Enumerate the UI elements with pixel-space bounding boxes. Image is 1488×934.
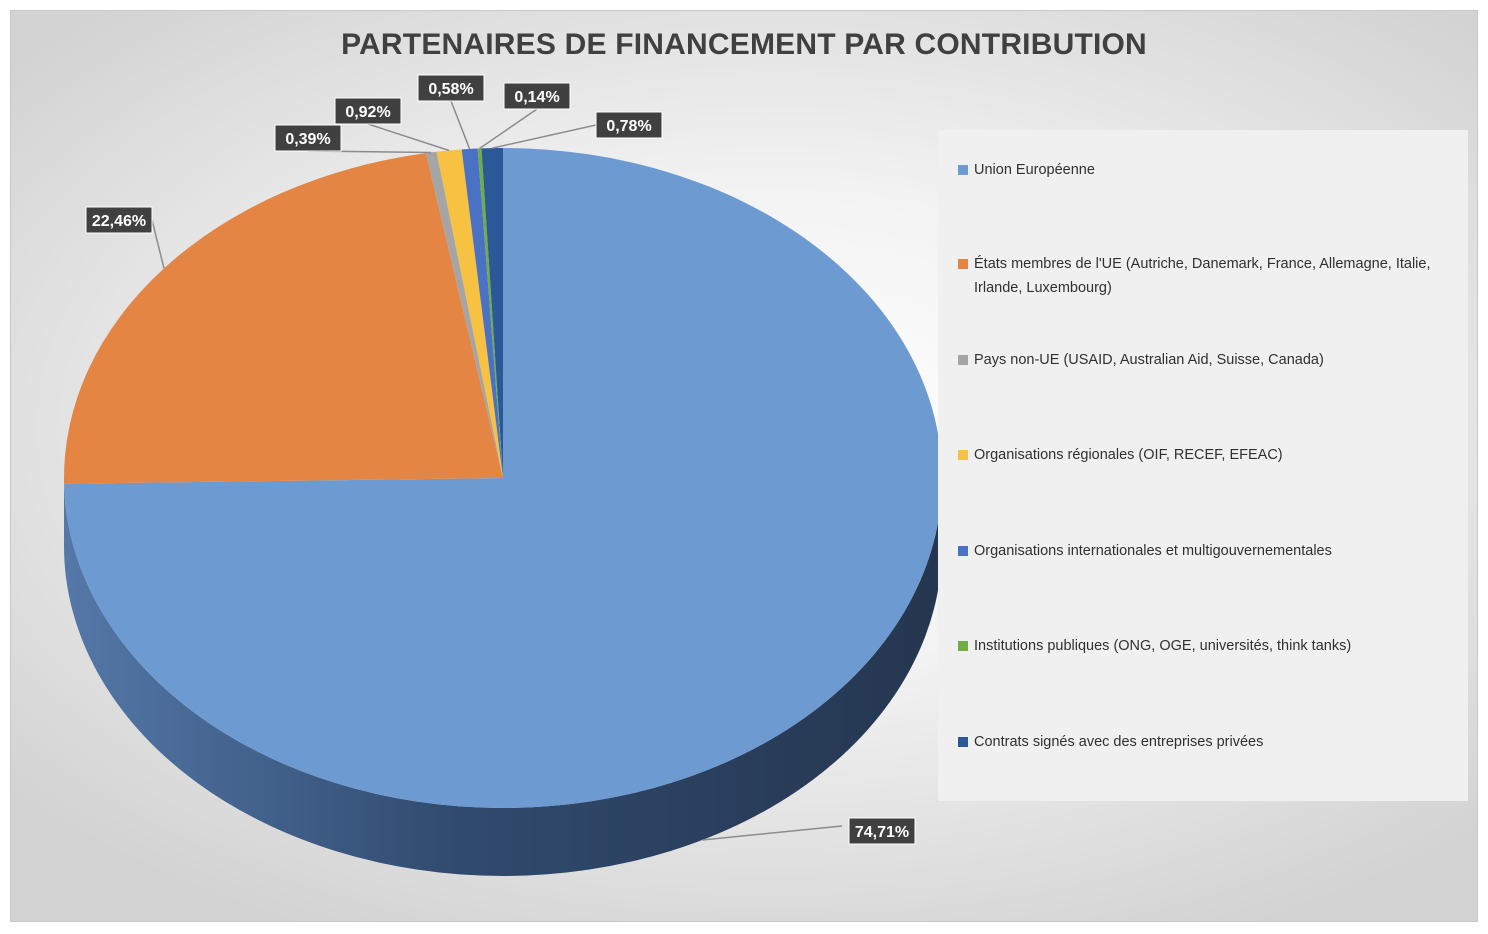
pie-slice-5 [477, 148, 503, 478]
leader-line-1 [151, 219, 165, 269]
legend-swatch-2 [958, 355, 968, 365]
data-label-box-4 [417, 74, 485, 102]
legend-label-3: Organisations régionales (OIF, RECEF, EF… [974, 447, 1283, 463]
legend-item-4: Organisations internationales et multigo… [958, 539, 1448, 563]
pie-depth-side [64, 478, 942, 876]
pie-leader-lines [151, 100, 843, 841]
data-label-box-5 [503, 82, 571, 110]
legend-item-1: États membres de l'UE (Autriche, Danemar… [958, 252, 1448, 300]
data-label-box-6 [595, 111, 663, 139]
leader-line-4 [450, 100, 471, 150]
data-label-box-3 [334, 97, 402, 125]
legend-label-1: États membres de l'UE (Autriche, Danemar… [974, 256, 1431, 296]
pie-data-labels: 74,71% 22,46% 0,39% 0,92% 0,58% 0,14% 0,78% [85, 74, 916, 845]
legend-swatch-1 [958, 259, 968, 269]
chart-title: PARTENAIRES DE FINANCEMENT PAR CONTRIBUT… [341, 28, 1147, 61]
legend-label-5: Institutions publiques (ONG, OGE, univer… [974, 638, 1352, 654]
legend-item-6: Contrats signés avec des entreprises pri… [958, 730, 1448, 754]
data-label-6: 0,78% [606, 118, 651, 135]
data-label-box-2 [274, 124, 342, 152]
legend-label-4: Organisations internationales et multigo… [974, 543, 1332, 559]
leader-line-0 [702, 825, 843, 841]
legend-swatch-3 [958, 450, 968, 460]
data-label-3: 0,92% [345, 104, 390, 121]
pie-slice-4 [461, 148, 503, 479]
data-label-box-1 [85, 206, 153, 234]
leader-line-5 [479, 108, 538, 150]
data-label-box-0 [848, 817, 916, 845]
legend-item-5: Institutions publiques (ONG, OGE, univer… [958, 634, 1448, 658]
data-label-0: 74,71% [855, 824, 909, 841]
legend-item-2: Pays non-UE (USAID, Australian Aid, Suis… [958, 348, 1448, 372]
leader-line-6 [492, 124, 597, 149]
data-label-2: 0,39% [285, 131, 330, 148]
data-label-1: 22,46% [92, 213, 146, 230]
legend-label-2: Pays non-UE (USAID, Australian Aid, Suis… [974, 352, 1324, 368]
pie-slice-1 [64, 153, 504, 484]
legend: Union Européenne États membres de l'UE (A… [938, 130, 1468, 801]
legend-swatch-6 [958, 737, 968, 747]
pie-slice-6 [481, 148, 503, 478]
legend-item-3: Organisations régionales (OIF, RECEF, EF… [958, 443, 1448, 467]
pie-slice-0 [64, 148, 942, 809]
legend-label-6: Contrats signés avec des entreprises pri… [974, 734, 1264, 750]
data-label-4: 0,58% [428, 81, 473, 98]
pie-slice-3 [436, 149, 503, 478]
legend-swatch-0 [958, 165, 968, 175]
legend-swatch-4 [958, 546, 968, 556]
leader-line-3 [367, 123, 450, 152]
legend-swatch-5 [958, 641, 968, 651]
legend-item-0: Union Européenne [958, 158, 1448, 182]
pie-slice-2 [425, 151, 503, 478]
pie-slices [64, 148, 942, 809]
data-label-5: 0,14% [514, 89, 559, 106]
legend-label-0: Union Européenne [974, 162, 1095, 178]
pie-depth [64, 478, 942, 876]
